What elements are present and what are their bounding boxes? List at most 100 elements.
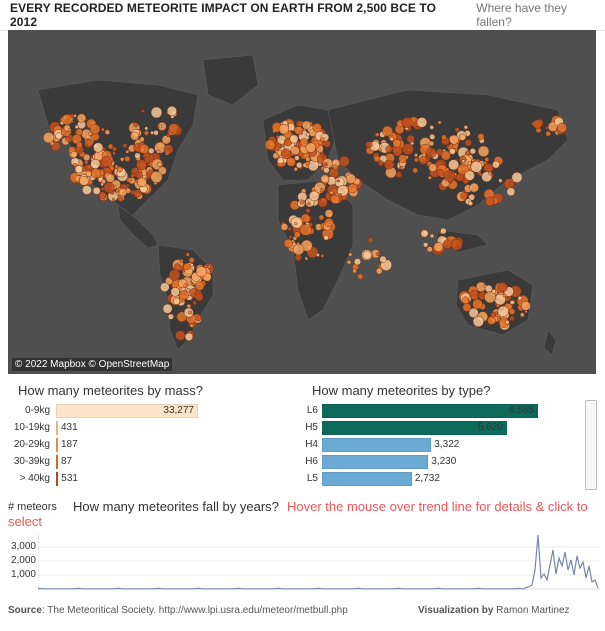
impact-dot[interactable] — [175, 330, 186, 341]
map-credit[interactable]: © 2022 Mapbox © OpenStreetMap — [12, 358, 173, 371]
impact-dot[interactable] — [156, 149, 161, 154]
impact-dot[interactable] — [82, 185, 92, 195]
impact-dot[interactable] — [68, 128, 72, 132]
impact-dot[interactable] — [170, 287, 180, 297]
impact-dot[interactable] — [159, 124, 163, 128]
impact-dot[interactable] — [441, 134, 447, 140]
impact-dot[interactable] — [120, 157, 125, 162]
impact-dot[interactable] — [450, 238, 463, 251]
impact-dot[interactable] — [320, 174, 330, 184]
impact-dot[interactable] — [294, 155, 300, 161]
impact-dot[interactable] — [416, 117, 428, 128]
impact-dot[interactable] — [278, 123, 290, 135]
impact-dot[interactable] — [290, 145, 300, 156]
impact-dot[interactable] — [277, 157, 284, 165]
impact-dot[interactable] — [150, 130, 155, 135]
impact-dot[interactable] — [414, 153, 419, 158]
impact-dot[interactable] — [332, 164, 339, 170]
impact-dot[interactable] — [125, 149, 130, 154]
impact-dot[interactable] — [483, 161, 488, 165]
impact-dot[interactable] — [289, 248, 294, 252]
impact-dot[interactable] — [70, 150, 78, 158]
impact-dot[interactable] — [521, 301, 531, 311]
impact-dot[interactable] — [505, 319, 510, 325]
impact-dot[interactable] — [428, 163, 438, 172]
impact-dot[interactable] — [401, 117, 413, 129]
impact-dot[interactable] — [455, 173, 464, 182]
impact-dot[interactable] — [90, 158, 101, 169]
impact-dot[interactable] — [324, 218, 334, 228]
impact-dot[interactable] — [378, 160, 384, 167]
impact-dot[interactable] — [444, 167, 450, 172]
map-canvas[interactable] — [8, 30, 596, 374]
impact-dot[interactable] — [464, 139, 472, 147]
impact-dot[interactable] — [194, 292, 204, 302]
impact-dot[interactable] — [472, 315, 484, 328]
impact-dot[interactable] — [506, 187, 516, 197]
impact-dot[interactable] — [168, 269, 181, 281]
impact-dot[interactable] — [305, 142, 316, 153]
impact-dot[interactable] — [437, 120, 442, 125]
impact-dot[interactable] — [484, 284, 493, 293]
impact-dot[interactable] — [163, 144, 174, 155]
impact-dot[interactable] — [517, 295, 523, 301]
impact-dot[interactable] — [101, 187, 105, 191]
impact-dot[interactable] — [498, 178, 503, 183]
impact-dot[interactable] — [186, 303, 192, 309]
impact-dot[interactable] — [353, 258, 362, 266]
impact-dot[interactable] — [100, 155, 112, 168]
impact-dot[interactable] — [379, 255, 387, 263]
impact-dot[interactable] — [150, 106, 163, 119]
impact-dot[interactable] — [345, 173, 356, 184]
impact-dot[interactable] — [184, 332, 194, 342]
impact-dot[interactable] — [338, 156, 350, 167]
impact-dot[interactable] — [312, 123, 322, 133]
impact-dot[interactable] — [133, 122, 139, 128]
impact-dot[interactable] — [114, 164, 119, 169]
impact-dot[interactable] — [317, 197, 328, 208]
impact-dot[interactable] — [144, 126, 149, 131]
impact-dot[interactable] — [299, 138, 309, 147]
impact-dot[interactable] — [395, 171, 403, 178]
impact-dot[interactable] — [280, 223, 289, 231]
impact-dot[interactable] — [441, 150, 451, 161]
impact-dot[interactable] — [104, 197, 108, 201]
impact-dot[interactable] — [399, 166, 403, 170]
impact-dot[interactable] — [105, 173, 115, 183]
impact-dot[interactable] — [299, 200, 304, 205]
impact-dot[interactable] — [124, 155, 131, 162]
impact-dot[interactable] — [347, 183, 358, 194]
impact-dot[interactable] — [307, 202, 311, 206]
impact-dot[interactable] — [302, 162, 308, 168]
impact-dot[interactable] — [318, 214, 325, 221]
impact-dot[interactable] — [104, 129, 111, 135]
impact-dot[interactable] — [139, 136, 145, 142]
impact-dot[interactable] — [98, 191, 107, 199]
impact-dot[interactable] — [76, 113, 87, 123]
impact-dot[interactable] — [426, 147, 437, 158]
impact-dot[interactable] — [324, 209, 334, 218]
type-bar[interactable] — [322, 438, 432, 452]
impact-dot[interactable] — [298, 130, 303, 135]
impact-dot[interactable] — [477, 145, 490, 157]
impact-dot[interactable] — [323, 234, 329, 241]
impact-dot[interactable] — [137, 177, 147, 188]
impact-dot[interactable] — [519, 312, 525, 318]
impact-dot[interactable] — [305, 156, 311, 162]
impact-dot[interactable] — [185, 252, 190, 257]
impact-dot[interactable] — [292, 243, 305, 256]
impact-dot[interactable] — [412, 167, 418, 174]
impact-dot[interactable] — [294, 222, 298, 226]
impact-dot[interactable] — [429, 133, 436, 140]
impact-dot[interactable] — [130, 131, 140, 141]
impact-dot[interactable] — [352, 268, 357, 274]
impact-dot[interactable] — [472, 298, 483, 310]
impact-dot[interactable] — [186, 288, 191, 293]
impact-dot[interactable] — [383, 159, 394, 170]
impact-dot[interactable] — [74, 124, 79, 130]
impact-dot[interactable] — [508, 308, 516, 315]
impact-dot[interactable] — [302, 120, 311, 130]
mass-bar[interactable] — [56, 421, 58, 435]
impact-dot[interactable] — [308, 190, 320, 202]
mass-bar[interactable] — [56, 472, 59, 486]
